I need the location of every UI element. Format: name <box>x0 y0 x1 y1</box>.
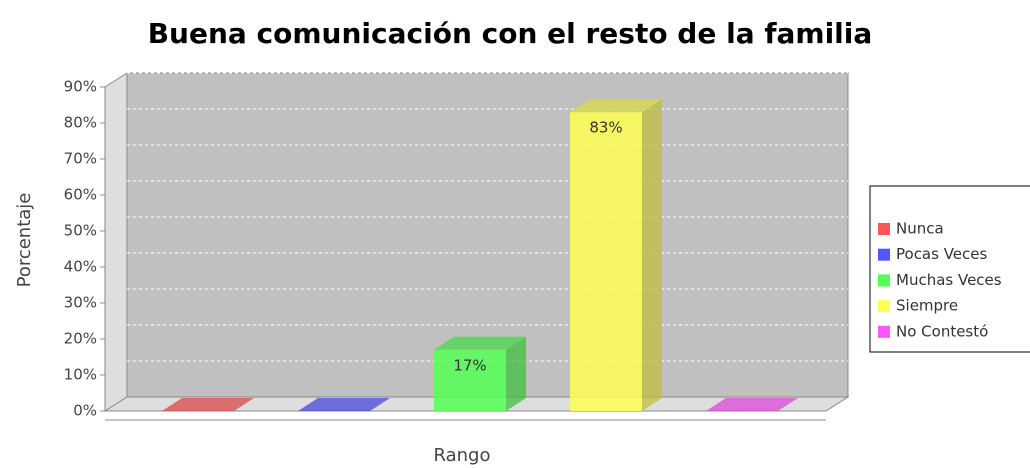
value-label: 17% <box>453 356 486 374</box>
bar <box>570 112 642 411</box>
legend-swatch <box>878 300 890 313</box>
legend-label: Siempre <box>896 297 958 315</box>
legend-swatch <box>878 248 890 261</box>
y-tick-label: 50% <box>64 222 97 240</box>
legend-swatch <box>878 274 890 287</box>
bar-top <box>162 398 254 411</box>
legend-swatch <box>878 223 890 235</box>
bar-top <box>570 99 662 113</box>
bar-side <box>642 99 662 411</box>
y-tick-label: 10% <box>64 366 97 384</box>
y-tick-label: 90% <box>64 78 97 96</box>
y-tick-label: 20% <box>64 330 97 348</box>
side-wall <box>104 72 128 412</box>
y-tick-label: 0% <box>73 402 97 420</box>
chart-title: Buena comunicación con el resto de la fa… <box>148 17 873 50</box>
y-tick-label: 70% <box>64 150 97 168</box>
legend-label: Pocas Veces <box>896 245 988 263</box>
legend-label: Muchas Veces <box>896 271 1002 289</box>
value-label: 83% <box>589 119 622 137</box>
bar-top <box>298 398 390 411</box>
legend-swatch <box>878 325 890 338</box>
bar <box>434 349 506 411</box>
x-axis-label: Rango <box>434 445 491 466</box>
legend <box>869 185 1030 353</box>
y-axis-label: Porcentaje <box>14 193 35 288</box>
legend-label: Nunca <box>896 220 944 238</box>
y-tick-label: 30% <box>64 294 97 312</box>
bar-side <box>506 336 526 411</box>
y-tick-label: 80% <box>64 114 97 132</box>
y-tick-label: 60% <box>64 186 97 204</box>
bar-top <box>706 398 798 411</box>
y-tick-label: 40% <box>64 258 97 276</box>
legend-label: No Contestó <box>896 322 988 340</box>
bar-top <box>434 336 526 350</box>
